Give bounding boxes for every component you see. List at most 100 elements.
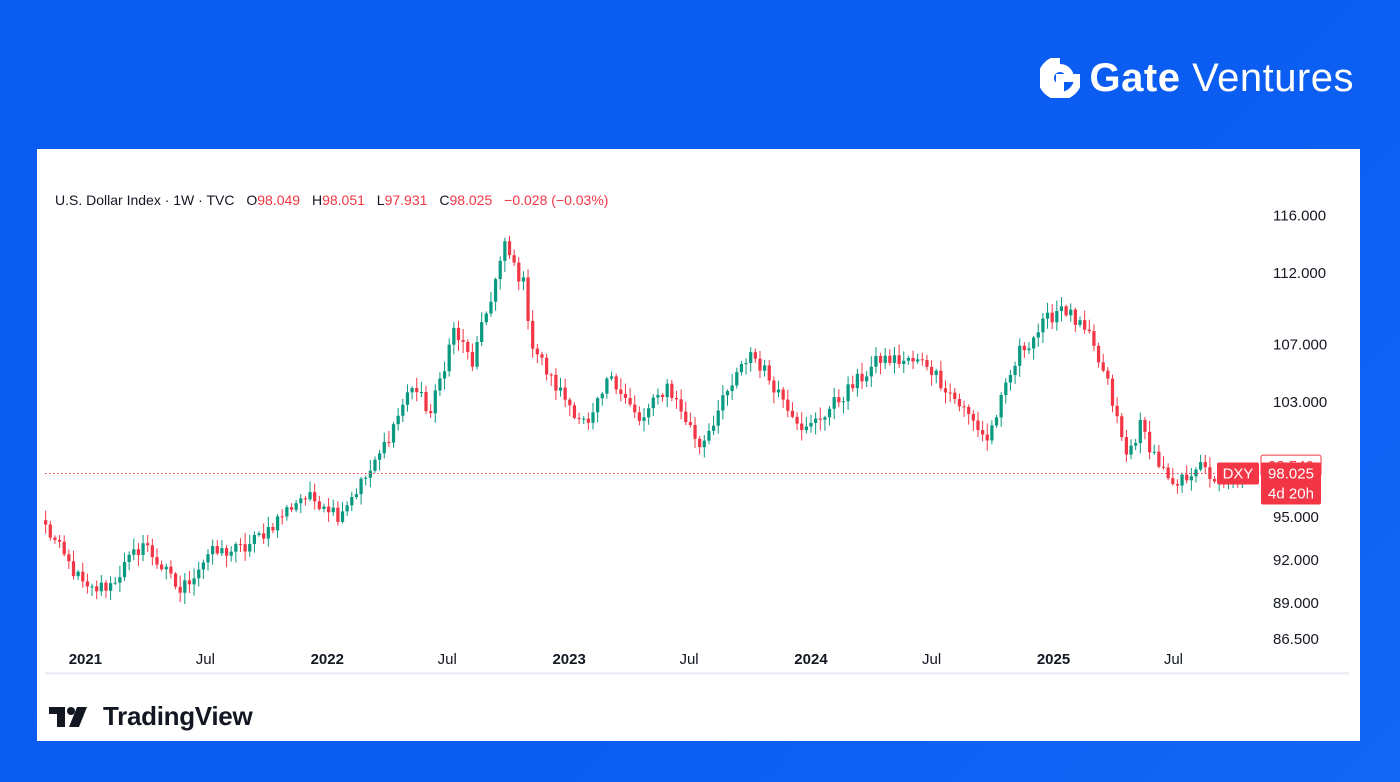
candle-body bbox=[582, 418, 586, 420]
candle-body bbox=[1096, 345, 1101, 363]
candle-body bbox=[795, 416, 799, 424]
candle-body bbox=[684, 411, 688, 423]
y-tick-label: 103.000 bbox=[1273, 394, 1327, 411]
candle-body bbox=[401, 404, 405, 416]
candle-body bbox=[535, 348, 539, 355]
candle-body bbox=[95, 586, 99, 592]
candle-body bbox=[234, 544, 238, 552]
candle-body bbox=[1143, 419, 1147, 432]
candle-body bbox=[391, 424, 396, 443]
countdown-label: 4d 20h bbox=[1268, 485, 1314, 502]
candle-body bbox=[44, 520, 48, 525]
candle-body bbox=[1138, 419, 1142, 444]
x-tick-label: 2024 bbox=[794, 651, 828, 668]
candle-body bbox=[1106, 370, 1110, 379]
candle-body bbox=[865, 376, 869, 382]
candle-body bbox=[378, 453, 382, 460]
candle-body bbox=[1004, 382, 1008, 396]
candle-body bbox=[164, 566, 168, 570]
candle-body bbox=[206, 554, 210, 563]
candle-body bbox=[851, 384, 855, 389]
current-price-badge bbox=[1261, 462, 1321, 505]
candle-body bbox=[475, 342, 479, 367]
candle-body bbox=[104, 582, 108, 591]
candle-body bbox=[1055, 310, 1059, 323]
candle-body bbox=[934, 370, 938, 375]
candle-body bbox=[962, 406, 966, 408]
candle-body bbox=[670, 383, 674, 398]
legend-change: −0.028 (−0.03%) bbox=[504, 192, 609, 208]
legend-high: H98.051 bbox=[311, 192, 365, 208]
candle-body bbox=[1194, 469, 1198, 477]
candle-body bbox=[660, 394, 665, 398]
candle-body bbox=[642, 417, 646, 421]
candle-body bbox=[1198, 462, 1203, 470]
candle-body bbox=[461, 340, 465, 342]
candle-body bbox=[257, 533, 261, 536]
candle-body bbox=[211, 546, 215, 555]
candle-body bbox=[317, 501, 321, 509]
candle-body bbox=[354, 494, 359, 498]
candle-body bbox=[150, 545, 154, 558]
candle-body bbox=[67, 554, 71, 562]
candle-body bbox=[396, 415, 400, 425]
candlestick-chart[interactable]: 116.000 112.000 107.000 103.000 95.000 92.000… bbox=[37, 149, 1360, 741]
candle-body bbox=[405, 392, 410, 405]
candle-body bbox=[1022, 345, 1026, 351]
candle-body bbox=[818, 418, 822, 420]
candle-body bbox=[336, 507, 340, 522]
candle-body bbox=[136, 549, 141, 555]
candle-body bbox=[322, 506, 326, 509]
candle-body bbox=[730, 385, 734, 392]
candle-body bbox=[62, 541, 66, 555]
candle-body bbox=[1180, 474, 1184, 486]
legend-open: O98.049 bbox=[246, 192, 301, 208]
candle-body bbox=[563, 387, 567, 400]
candle-body bbox=[71, 561, 76, 577]
candle-body bbox=[345, 505, 349, 512]
candle-body bbox=[201, 562, 205, 570]
candle-body bbox=[118, 577, 122, 583]
candle-body bbox=[623, 393, 628, 399]
brand-header: Gate Ventures bbox=[1039, 52, 1354, 104]
candle-body bbox=[1045, 312, 1050, 319]
candle-body bbox=[716, 410, 720, 426]
brand-name-light: Ventures bbox=[1192, 56, 1354, 100]
candle-body bbox=[1087, 329, 1091, 332]
candle-body bbox=[271, 527, 275, 531]
candle-body bbox=[442, 371, 447, 379]
candle-body bbox=[985, 434, 989, 441]
candle-body bbox=[113, 582, 117, 584]
candle-body bbox=[90, 586, 94, 588]
candle-body bbox=[1161, 466, 1166, 468]
candle-body bbox=[637, 412, 641, 421]
y-tick-label: 89.000 bbox=[1273, 595, 1319, 612]
candle-body bbox=[141, 543, 145, 555]
y-tick-label: 107.000 bbox=[1273, 337, 1327, 354]
candle-body bbox=[846, 384, 850, 402]
candle-body bbox=[364, 477, 368, 479]
candle-body bbox=[1152, 451, 1156, 453]
candle-body bbox=[1134, 443, 1138, 446]
candle-body bbox=[507, 241, 512, 256]
candle-body bbox=[81, 571, 85, 582]
candle-body bbox=[906, 357, 911, 361]
candle-body bbox=[916, 359, 920, 362]
candle-body bbox=[878, 355, 883, 363]
candle-body bbox=[262, 533, 266, 539]
candle-body bbox=[577, 417, 581, 419]
candle-body bbox=[767, 365, 771, 381]
candle-body bbox=[888, 355, 892, 363]
candle-body bbox=[1166, 467, 1170, 479]
candle-body bbox=[568, 399, 572, 406]
candle-body bbox=[1120, 416, 1124, 438]
candle-body bbox=[656, 394, 660, 398]
candle-body bbox=[183, 580, 187, 593]
candle-body bbox=[146, 543, 150, 546]
candle-body bbox=[753, 352, 757, 359]
candle-body bbox=[735, 372, 739, 386]
candle-body bbox=[350, 497, 354, 506]
x-tick-label: Jul bbox=[1164, 651, 1183, 668]
candle-body bbox=[874, 355, 878, 367]
candle-body bbox=[331, 507, 335, 513]
